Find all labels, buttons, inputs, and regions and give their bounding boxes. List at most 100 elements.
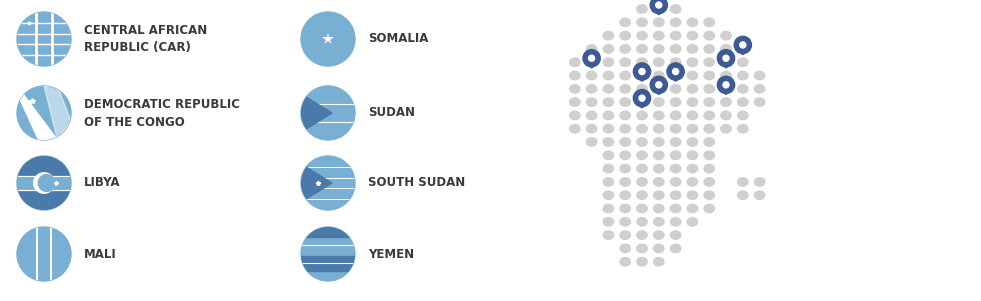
Ellipse shape [721, 58, 731, 67]
Ellipse shape [670, 231, 681, 239]
Text: SUDAN: SUDAN [368, 107, 415, 119]
Wedge shape [17, 183, 71, 210]
Ellipse shape [688, 164, 697, 173]
Ellipse shape [670, 31, 681, 40]
Ellipse shape [570, 58, 580, 67]
Ellipse shape [570, 125, 580, 133]
Text: MALI: MALI [84, 247, 117, 260]
Ellipse shape [620, 138, 631, 146]
Bar [301, 256, 355, 271]
Ellipse shape [704, 85, 714, 93]
Circle shape [301, 156, 355, 210]
Ellipse shape [653, 178, 664, 186]
Circle shape [634, 89, 650, 107]
Ellipse shape [688, 191, 697, 199]
Text: SOUTH SUDAN: SOUTH SUDAN [368, 176, 465, 190]
Ellipse shape [704, 111, 714, 119]
Circle shape [650, 76, 667, 94]
Ellipse shape [603, 45, 613, 53]
Ellipse shape [637, 191, 647, 199]
Circle shape [723, 82, 729, 88]
Ellipse shape [738, 125, 748, 133]
Ellipse shape [670, 218, 681, 226]
Ellipse shape [754, 85, 765, 93]
Ellipse shape [738, 85, 748, 93]
Bar [301, 104, 355, 122]
Circle shape [717, 76, 735, 94]
Ellipse shape [688, 218, 697, 226]
Ellipse shape [637, 58, 647, 67]
Ellipse shape [688, 45, 697, 53]
Ellipse shape [603, 31, 613, 40]
Circle shape [589, 55, 594, 61]
Ellipse shape [637, 244, 647, 253]
Ellipse shape [670, 191, 681, 199]
Circle shape [667, 63, 684, 80]
Ellipse shape [620, 231, 631, 239]
Ellipse shape [670, 244, 681, 253]
Circle shape [639, 95, 645, 101]
Ellipse shape [587, 98, 596, 106]
Ellipse shape [688, 98, 697, 106]
Ellipse shape [637, 204, 647, 213]
Ellipse shape [704, 164, 714, 173]
Ellipse shape [653, 45, 664, 53]
Text: YEMEN: YEMEN [368, 247, 414, 260]
Ellipse shape [637, 31, 647, 40]
Ellipse shape [637, 111, 647, 119]
Ellipse shape [738, 178, 748, 186]
Ellipse shape [620, 111, 631, 119]
Ellipse shape [704, 98, 714, 106]
Ellipse shape [688, 138, 697, 146]
Polygon shape [636, 101, 648, 108]
Polygon shape [652, 88, 665, 95]
Ellipse shape [587, 85, 596, 93]
Circle shape [634, 63, 650, 80]
Ellipse shape [653, 5, 664, 13]
Ellipse shape [620, 98, 631, 106]
Circle shape [17, 227, 71, 281]
Ellipse shape [637, 138, 647, 146]
Ellipse shape [670, 5, 681, 13]
Bar [301, 222, 355, 237]
Ellipse shape [603, 178, 613, 186]
Ellipse shape [587, 111, 596, 119]
Ellipse shape [670, 204, 681, 213]
Circle shape [301, 86, 355, 140]
Ellipse shape [670, 71, 681, 80]
Circle shape [717, 50, 735, 67]
Ellipse shape [653, 58, 664, 67]
Ellipse shape [620, 85, 631, 93]
Ellipse shape [637, 151, 647, 160]
Ellipse shape [738, 58, 748, 67]
Ellipse shape [653, 71, 664, 80]
Ellipse shape [738, 45, 748, 53]
Bar [17, 176, 71, 190]
Ellipse shape [603, 85, 613, 93]
Ellipse shape [653, 138, 664, 146]
Ellipse shape [704, 178, 714, 186]
Circle shape [734, 36, 751, 54]
Circle shape [17, 86, 71, 140]
Ellipse shape [721, 98, 731, 106]
Ellipse shape [738, 191, 748, 199]
Circle shape [655, 2, 662, 8]
Ellipse shape [688, 151, 697, 160]
Ellipse shape [620, 244, 631, 253]
Ellipse shape [704, 138, 714, 146]
Ellipse shape [688, 125, 697, 133]
Ellipse shape [637, 18, 647, 26]
Ellipse shape [754, 178, 765, 186]
Ellipse shape [620, 218, 631, 226]
Ellipse shape [637, 218, 647, 226]
Ellipse shape [637, 71, 647, 80]
Text: SOMALIA: SOMALIA [368, 33, 429, 45]
Text: CENTRAL AFRICAN
REPUBLIC (CAR): CENTRAL AFRICAN REPUBLIC (CAR) [84, 23, 207, 54]
Ellipse shape [704, 151, 714, 160]
Polygon shape [652, 8, 665, 15]
Ellipse shape [620, 125, 631, 133]
Ellipse shape [688, 111, 697, 119]
Ellipse shape [620, 71, 631, 80]
Ellipse shape [721, 111, 731, 119]
Ellipse shape [721, 125, 731, 133]
